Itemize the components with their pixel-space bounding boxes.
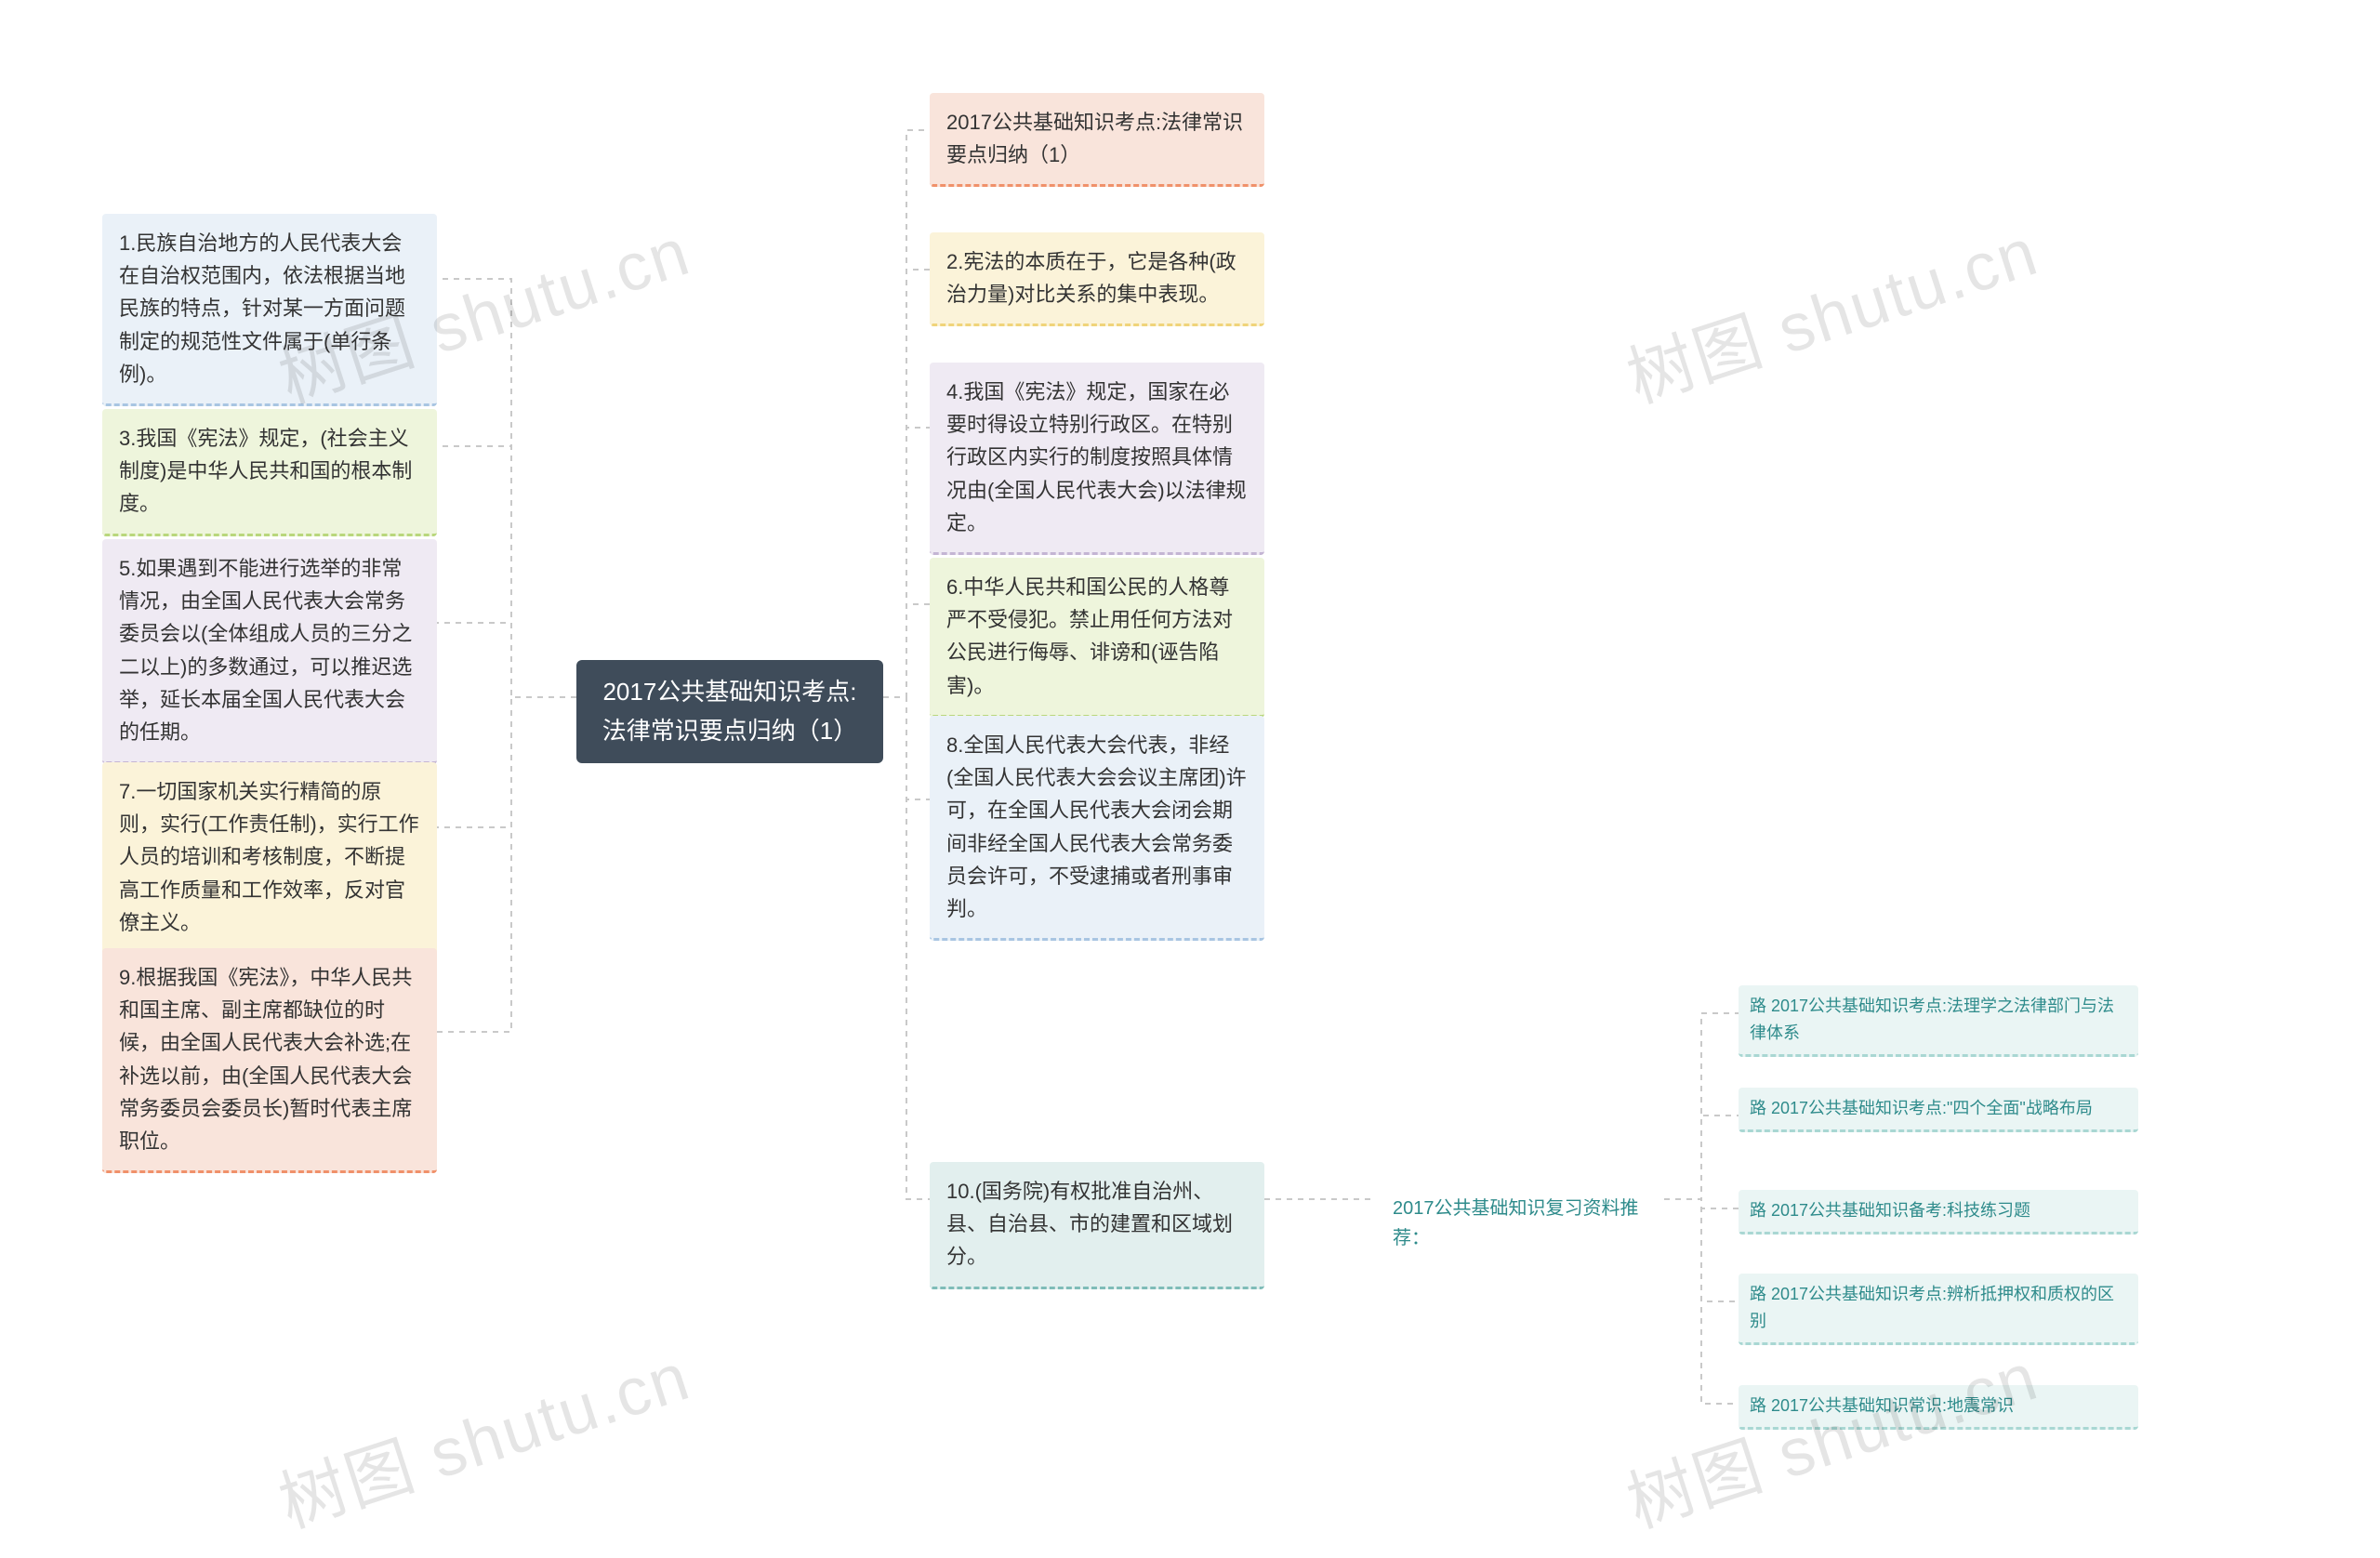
leaf-4: 路 2017公共基础知识考点:辨析抵押权和质权的区别: [1739, 1274, 2138, 1345]
sub-label: 2017公共基础知识复习资料推荐：: [1376, 1181, 1664, 1266]
leaf-5: 路 2017公共基础知识常识:地震常识: [1739, 1385, 2138, 1430]
leaf-2: 路 2017公共基础知识考点:"四个全面"战略布局: [1739, 1088, 2138, 1132]
right-node-8: 8.全国人民代表大会代表，非经(全国人民代表大会会议主席团)许可，在全国人民代表…: [930, 716, 1264, 941]
left-node-7: 7.一切国家机关实行精简的原则，实行(工作责任制)，实行工作人员的培训和考核制度…: [102, 762, 437, 955]
left-node-1: 1.民族自治地方的人民代表大会在自治权范围内，依法根据当地民族的特点，针对某一方…: [102, 214, 437, 406]
watermark-3: 树图 shutu.cn: [265, 1322, 700, 1546]
center-node: 2017公共基础知识考点:法律常识要点归纳（1）: [576, 660, 883, 763]
right-node-10: 10.(国务院)有权批准自治州、县、自治县、市的建置和区域划分。: [930, 1162, 1264, 1289]
left-node-9: 9.根据我国《宪法》，中华人民共和国主席、副主席都缺位的时候，由全国人民代表大会…: [102, 948, 437, 1173]
right-node-title: 2017公共基础知识考点:法律常识要点归纳（1）: [930, 93, 1264, 187]
leaf-3: 路 2017公共基础知识备考:科技练习题: [1739, 1190, 2138, 1235]
watermark-4: 树图 shutu.cn: [1613, 1322, 2048, 1546]
left-node-5: 5.如果遇到不能进行选举的非常情况，由全国人民代表大会常务委员会以(全体组成人员…: [102, 539, 437, 764]
mindmap-canvas: 2017公共基础知识考点:法律常识要点归纳（1） 1.民族自治地方的人民代表大会…: [0, 0, 2380, 1558]
watermark-2: 树图 shutu.cn: [1613, 197, 2048, 421]
right-node-2: 2.宪法的本质在于，它是各种(政治力量)对比关系的集中表现。: [930, 232, 1264, 326]
leaf-1: 路 2017公共基础知识考点:法理学之法律部门与法律体系: [1739, 985, 2138, 1057]
right-node-6: 6.中华人民共和国公民的人格尊严不受侵犯。禁止用任何方法对公民进行侮辱、诽谤和(…: [930, 558, 1264, 718]
right-node-4: 4.我国《宪法》规定，国家在必要时得设立特别行政区。在特别行政区内实行的制度按照…: [930, 363, 1264, 555]
left-node-3: 3.我国《宪法》规定，(社会主义制度)是中华人民共和国的根本制度。: [102, 409, 437, 536]
